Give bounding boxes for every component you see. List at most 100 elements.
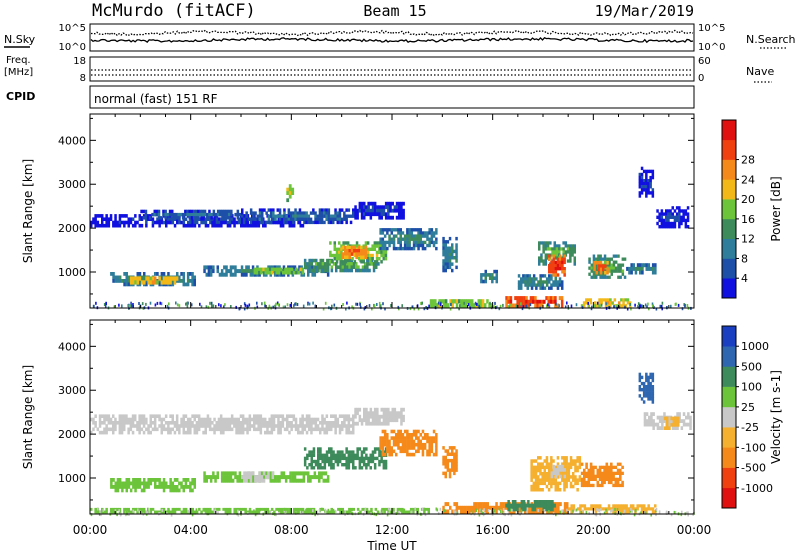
range-cell <box>576 465 579 470</box>
range-cell <box>343 268 347 273</box>
range-cell <box>147 427 150 432</box>
range-cell <box>541 274 545 278</box>
range-cell <box>459 304 461 308</box>
range-cell <box>649 169 652 174</box>
range-cell <box>382 466 386 470</box>
range-cell <box>444 465 447 469</box>
range-cell <box>314 513 316 517</box>
range-cell <box>191 220 194 225</box>
range-cell <box>305 430 309 435</box>
range-cell <box>530 277 534 281</box>
range-cell <box>684 209 688 213</box>
range-cell <box>545 484 549 489</box>
range-cell <box>607 304 610 308</box>
range-cell <box>580 304 584 308</box>
range-cell <box>249 478 253 483</box>
range-cell <box>229 269 233 274</box>
range-cell <box>402 407 405 412</box>
range-cell <box>386 446 389 450</box>
range-cell <box>561 257 564 261</box>
range-cell <box>303 463 307 467</box>
range-cell <box>231 265 235 270</box>
range-cell <box>129 488 133 493</box>
range-cell <box>319 258 322 263</box>
range-cell <box>536 303 539 308</box>
range-cell <box>412 429 416 434</box>
range-cell <box>363 265 367 269</box>
range-cell <box>522 507 526 512</box>
range-cell <box>146 511 149 515</box>
range-cell <box>176 220 179 225</box>
range-cell <box>149 301 152 305</box>
range-cell <box>525 299 528 304</box>
range-cell <box>332 509 335 512</box>
range-cell <box>523 296 526 301</box>
range-cell <box>603 474 606 478</box>
range-cell <box>451 246 454 250</box>
range-cell <box>444 240 447 244</box>
range-cell <box>654 270 657 275</box>
range-cell <box>607 465 611 469</box>
range-cell <box>345 466 348 470</box>
range-cell <box>151 220 155 225</box>
range-cell <box>336 220 339 225</box>
range-cell <box>392 243 396 248</box>
range-cell <box>645 191 648 195</box>
range-cell <box>307 475 310 480</box>
range-cell <box>191 414 194 418</box>
range-cell <box>543 475 546 479</box>
range-cell <box>359 510 362 514</box>
range-cell <box>269 265 272 270</box>
range-cell <box>275 302 277 306</box>
range-cell <box>610 272 613 276</box>
range-cell <box>321 424 324 428</box>
range-cell <box>323 220 326 225</box>
range-cell <box>236 209 240 214</box>
range-cell <box>453 509 455 513</box>
range-cell <box>588 257 591 261</box>
range-cell <box>395 228 398 232</box>
range-cell <box>255 414 258 418</box>
range-cell <box>291 187 295 192</box>
range-cell <box>153 414 157 418</box>
range-cell <box>175 216 178 220</box>
range-cell <box>671 206 674 210</box>
range-cell <box>571 253 574 257</box>
range-cell <box>308 268 311 273</box>
range-cell <box>330 450 333 454</box>
range-cell <box>381 507 384 511</box>
range-cell <box>134 280 137 285</box>
range-cell <box>614 507 616 511</box>
range-cell <box>259 417 263 422</box>
range-cell <box>408 433 411 437</box>
range-cell <box>395 201 399 206</box>
range-cell <box>448 452 452 456</box>
range-cell <box>545 475 549 479</box>
colorbar-tick-label: 24 <box>741 173 755 186</box>
range-cell <box>437 511 440 515</box>
range-cell <box>250 424 254 428</box>
range-cell <box>292 414 296 418</box>
range-cell <box>599 267 603 272</box>
range-cell <box>198 223 201 228</box>
range-cell <box>184 414 188 418</box>
range-cell <box>442 505 445 510</box>
range-cell <box>275 267 278 272</box>
range-cell <box>601 272 605 276</box>
range-cell <box>384 418 388 423</box>
range-cell <box>403 439 407 444</box>
range-cell <box>293 265 297 270</box>
range-cell <box>317 447 320 451</box>
range-cell <box>186 209 189 214</box>
range-cell <box>199 212 202 217</box>
range-cell <box>550 484 553 489</box>
range-cell <box>186 427 190 432</box>
range-cell <box>134 488 137 493</box>
range-cell <box>629 303 631 306</box>
range-cell <box>552 505 556 510</box>
range-cell <box>273 510 276 514</box>
range-cell <box>410 234 414 238</box>
range-cell <box>118 421 122 425</box>
range-cell <box>621 263 625 267</box>
range-cell <box>430 234 434 238</box>
